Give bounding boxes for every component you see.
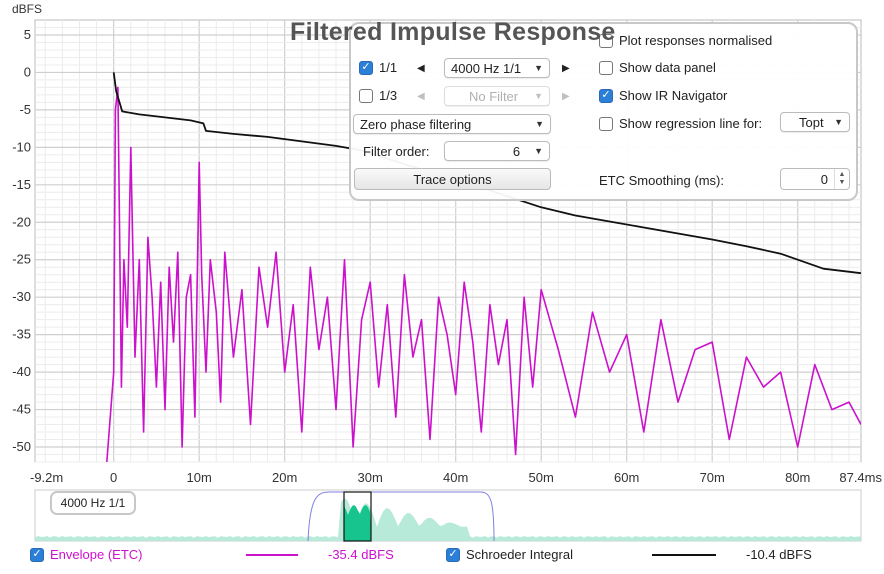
schroeder-checkbox[interactable]: ✓ [446, 547, 460, 562]
filter-1-1-select-value: 4000 Hz 1/1 [451, 60, 522, 76]
legend-schroeder[interactable]: ✓ Schroeder Integral [446, 547, 573, 562]
trace-options-button[interactable]: Trace options [354, 168, 551, 190]
filter-1-3-label: 1/3 [379, 88, 398, 103]
show-data-panel-label: Show data panel [619, 60, 716, 75]
ir-navigator[interactable] [34, 489, 862, 542]
y-tick-label: -10 [12, 139, 31, 154]
y-tick-label: -45 [12, 402, 31, 417]
show-regression-label: Show regression line for: [619, 116, 763, 131]
legend-envelope[interactable]: ✓ Envelope (ETC) [30, 547, 142, 562]
envelope-etc-line [106, 86, 861, 462]
y-tick-label: 5 [24, 27, 31, 42]
stepper-arrows-icon[interactable]: ▲ ▼ [834, 169, 849, 189]
show-data-panel-checkbox[interactable] [599, 60, 613, 75]
x-axis-ticks: -9.2m 0 10m 20m 30m 40m 50m 60m 70m 80m 87.4ms [30, 470, 882, 485]
filter-1-3-select[interactable]: No Filter ▼ [444, 86, 550, 106]
show-ir-navigator-row[interactable]: ✓ Show IR Navigator [599, 88, 727, 103]
x-tick-label: 50m [529, 470, 554, 485]
x-tick-label: 87.4ms [839, 470, 882, 485]
navigator-waveform [35, 498, 861, 541]
y-unit-label: dBFS [12, 2, 43, 16]
filter-1-1-label: 1/1 [379, 60, 398, 75]
filtering-mode-value: Zero phase filtering [360, 116, 472, 132]
filter-1-1-row[interactable]: ✓ 1/1 [359, 60, 397, 75]
chevron-down-icon: ▼ [534, 146, 543, 156]
show-data-panel-row[interactable]: Show data panel [599, 60, 716, 75]
x-tick-label: 40m [443, 470, 468, 485]
filter-order-label: Filter order: [363, 144, 430, 159]
envelope-legend-label: Envelope (ETC) [50, 547, 143, 562]
y-tick-label: -20 [12, 214, 31, 229]
show-ir-navigator-label: Show IR Navigator [619, 88, 728, 103]
y-tick-label: -25 [12, 252, 31, 267]
x-tick-label: 10m [187, 470, 212, 485]
y-axis-ticks: 5 0 -5 -10 -15 -20 -25 -30 -35 -40 -45 -50 [12, 27, 31, 454]
y-tick-label: -50 [12, 439, 31, 454]
y-tick-label: -35 [12, 327, 31, 342]
chevron-down-icon: ▼ [534, 63, 543, 73]
filter-1-3-select-value: No Filter [469, 88, 519, 104]
y-tick-label: -30 [12, 289, 31, 304]
filter-1-3-checkbox[interactable] [359, 88, 373, 103]
x-tick-label: 80m [785, 470, 810, 485]
x-tick-label: 20m [272, 470, 297, 485]
envelope-legend-swatch [246, 554, 298, 556]
x-tick-label: 30m [358, 470, 383, 485]
show-ir-navigator-checkbox[interactable]: ✓ [599, 88, 613, 103]
filter-order-select[interactable]: 6 ▼ [444, 141, 550, 161]
navigator-window-outline[interactable] [307, 491, 495, 542]
etc-smoothing-label: ETC Smoothing (ms): [599, 173, 724, 188]
navigator-selection-fill [344, 505, 371, 541]
next-filter-arrow-icon[interactable]: ▶ [562, 63, 570, 74]
plot-normalised-row[interactable]: Plot responses normalised [599, 33, 772, 48]
schroeder-legend-value: -10.4 dBFS [746, 547, 812, 562]
chevron-down-icon: ▼ [534, 91, 543, 101]
controls-panel: ✓ 1/1 ◀ 4000 Hz 1/1 ▼ ▶ 1/3 ◀ No Filter … [349, 22, 858, 201]
regression-target-select[interactable]: Topt ▼ [780, 112, 850, 132]
next-filter-arrow-icon[interactable]: ▶ [562, 91, 570, 102]
etc-smoothing-stepper[interactable]: 0 ▲ ▼ [780, 168, 850, 190]
y-tick-label: -15 [12, 177, 31, 192]
show-regression-row[interactable]: Show regression line for: [599, 116, 762, 131]
filter-1-1-select[interactable]: 4000 Hz 1/1 ▼ [444, 58, 550, 78]
x-tick-label: 70m [700, 470, 725, 485]
filtering-mode-select[interactable]: Zero phase filtering ▼ [353, 114, 551, 134]
plot-normalised-label: Plot responses normalised [619, 33, 773, 48]
schroeder-legend-swatch [652, 554, 716, 556]
y-tick-label: -40 [12, 364, 31, 379]
navigator-filter-label: 4000 Hz 1/1 [50, 491, 136, 515]
filter-1-1-checkbox[interactable]: ✓ [359, 60, 373, 75]
navigator-cursor-box[interactable] [343, 491, 372, 542]
y-tick-label: -5 [19, 102, 31, 117]
plot-normalised-checkbox[interactable] [599, 33, 613, 48]
schroeder-legend-label: Schroeder Integral [466, 547, 573, 562]
envelope-checkbox[interactable]: ✓ [30, 547, 44, 562]
show-regression-checkbox[interactable] [599, 116, 613, 131]
chevron-down-icon: ▼ [834, 117, 843, 127]
envelope-legend-value: -35.4 dBFS [328, 547, 394, 562]
x-tick-label: -9.2m [30, 470, 63, 485]
y-tick-label: 0 [24, 64, 31, 79]
filter-order-value: 6 [512, 143, 521, 159]
filter-1-3-row[interactable]: 1/3 [359, 88, 397, 103]
prev-filter-arrow-icon[interactable]: ◀ [417, 91, 425, 102]
prev-filter-arrow-icon[interactable]: ◀ [417, 63, 425, 74]
etc-smoothing-value: 0 [820, 171, 828, 187]
x-tick-label: 0 [110, 470, 117, 485]
x-tick-label: 60m [614, 470, 639, 485]
chevron-down-icon: ▼ [535, 119, 544, 129]
chart-title: Filtered Impulse Response [290, 18, 616, 46]
regression-target-value: Topt [799, 114, 824, 130]
